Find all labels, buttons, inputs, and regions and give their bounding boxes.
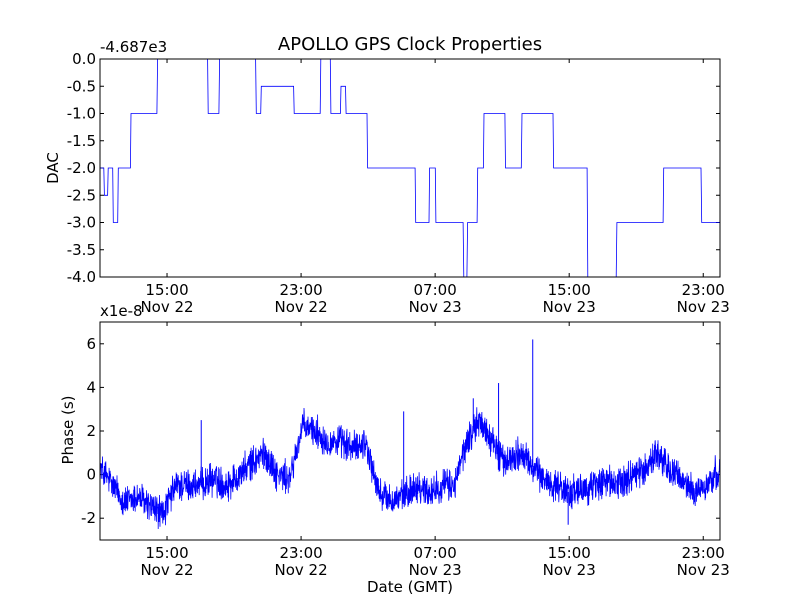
bottom-ytick-label: 6 [86, 335, 96, 353]
bottom-xtick-label-date: Nov 23 [409, 561, 462, 579]
bottom-ytick-label: -2 [81, 509, 96, 527]
top-xtick-label-time: 07:00 [414, 281, 457, 299]
top-offset-label: -4.687e3 [100, 38, 167, 56]
top-axes: 0.0 -0.5 -1.0 -1.5 -2.0 -2.5 -3.0 -3.5 -4.0 15:00… [67, 50, 730, 316]
bottom-xtick-label-date: Nov 22 [275, 561, 328, 579]
top-xtick-label-time: 23:00 [279, 281, 322, 299]
top-ytick-label: 0.0 [72, 50, 96, 68]
top-ytick-label: -1.0 [67, 105, 96, 123]
bottom-ytick-label: 0 [86, 466, 96, 484]
bottom-xtick-label-time: 07:00 [414, 544, 457, 562]
bottom-ylabel: Phase (s) [59, 395, 77, 464]
top-ytick-label: -2.5 [67, 186, 96, 204]
chart-title: APOLLO GPS Clock Properties [278, 34, 542, 55]
top-xtick-label-date: Nov 23 [543, 298, 596, 316]
top-xtick-label-date: Nov 23 [409, 298, 462, 316]
top-ytick-label: -3.0 [67, 214, 96, 232]
bottom-plot-area [100, 339, 720, 530]
bottom-xtick-label-time: 23:00 [279, 544, 322, 562]
bottom-xtick-label-time: 23:00 [682, 544, 725, 562]
phase-series-line [100, 407, 720, 530]
top-ylabel: DAC [44, 152, 62, 184]
bottom-xtick-label-time: 15:00 [548, 544, 591, 562]
top-xtick-label-time: 15:00 [548, 281, 591, 299]
top-xtick-label-time: 23:00 [682, 281, 725, 299]
bottom-xlabel: Date (GMT) [367, 578, 453, 596]
top-xtick-label-date: Nov 23 [677, 298, 730, 316]
top-ytick-label: -1.5 [67, 132, 96, 150]
bottom-xtick-label-time: 15:00 [145, 544, 188, 562]
bottom-ytick-label: 2 [86, 422, 96, 440]
bottom-xtick-label-date: Nov 22 [140, 561, 193, 579]
top-axes-frame [99, 58, 721, 278]
top-ytick-label: -0.5 [67, 77, 96, 95]
bottom-offset-label: x1e-8 [100, 302, 143, 320]
top-ytick-label: -4.0 [67, 268, 96, 286]
bottom-xtick-label-date: Nov 23 [677, 561, 730, 579]
dac-series-line [100, 59, 720, 277]
bottom-axes-frame [99, 321, 721, 541]
top-xtick-label-date: Nov 22 [140, 298, 193, 316]
top-xtick-label-time: 15:00 [145, 281, 188, 299]
top-xtick-label-date: Nov 22 [275, 298, 328, 316]
bottom-xtick-label-date: Nov 23 [543, 561, 596, 579]
top-ytick-label: -2.0 [67, 159, 96, 177]
top-ytick-label: -3.5 [67, 241, 96, 259]
bottom-ytick-label: 4 [86, 378, 96, 396]
top-plot-area [100, 59, 720, 277]
